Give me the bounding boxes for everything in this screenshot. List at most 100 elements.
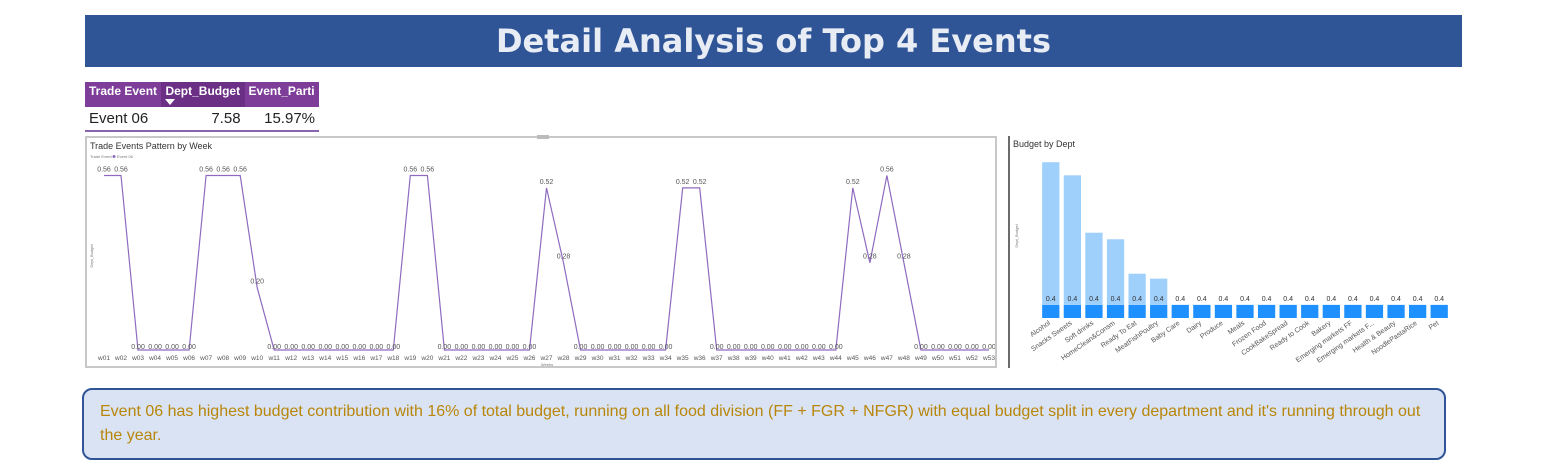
x-tick-label: w01 — [97, 355, 110, 362]
data-label: 0.00 — [523, 344, 537, 351]
data-label: 0.52 — [846, 179, 860, 186]
data-label: 0.52 — [540, 179, 554, 186]
bar-segment-base — [1085, 304, 1103, 318]
data-label: 0.4 — [1370, 296, 1380, 303]
bar-segment-base — [1301, 304, 1319, 318]
data-label: 0.00 — [642, 344, 656, 351]
data-label: 0.00 — [284, 344, 298, 351]
data-label: 0.4 — [1348, 296, 1358, 303]
x-tick-label: w21 — [437, 355, 450, 362]
data-label: 0.00 — [795, 344, 809, 351]
data-label: 0.00 — [267, 344, 281, 351]
x-tick-label: w36 — [693, 355, 706, 362]
data-label: 0.4 — [1175, 296, 1185, 303]
insight-note: Event 06 has highest budget contribution… — [82, 388, 1446, 460]
data-label: 0.4 — [1326, 296, 1336, 303]
x-tick-label: w19 — [403, 355, 416, 362]
data-label: 0.4 — [1283, 296, 1293, 303]
x-tick-label: w15 — [335, 355, 348, 362]
x-tick-label: w43 — [812, 355, 825, 362]
x-tick-label: w20 — [420, 355, 433, 362]
resize-handle[interactable] — [537, 135, 549, 139]
y-axis-label: Dept_Budget — [1014, 223, 1019, 247]
x-tick-label: w34 — [659, 355, 672, 362]
x-tick-label: w02 — [114, 355, 127, 362]
data-label: 0.00 — [131, 344, 145, 351]
x-tick-label: w09 — [233, 355, 246, 362]
data-label: 0.52 — [676, 179, 690, 186]
x-tick-label: w32 — [625, 355, 638, 362]
x-tick-label: w17 — [369, 355, 382, 362]
bar-segment-base — [1409, 304, 1427, 318]
series-line — [104, 174, 989, 351]
bar-segment-base — [1322, 304, 1340, 318]
column-header-trade-event[interactable]: Trade Event — [85, 82, 162, 107]
x-tick-label: w12 — [284, 355, 297, 362]
column-label: Dept_Budget — [165, 84, 241, 98]
x-tick-label: w52 — [965, 355, 978, 362]
data-label: 0.56 — [421, 166, 435, 173]
data-label: 0.4 — [1413, 296, 1423, 303]
data-label: 0.00 — [982, 344, 995, 351]
x-tick-label: w37 — [710, 355, 723, 362]
cell-event-parti: 15.97% — [244, 107, 319, 132]
x-tick-label: w26 — [523, 355, 536, 362]
data-label: 0.4 — [1068, 296, 1078, 303]
data-label: 0.00 — [761, 344, 775, 351]
column-header-dept-budget[interactable]: Dept_Budget — [161, 82, 245, 107]
x-tick-label: w25 — [505, 355, 518, 362]
x-tick-label: w45 — [846, 355, 859, 362]
x-tick-label: w22 — [454, 355, 467, 362]
column-label: Event_Parti — [248, 84, 315, 98]
bar-segment-base — [1150, 304, 1168, 318]
data-label: 0.56 — [199, 166, 213, 173]
line-chart-panel[interactable]: Trade Events Pattern by Week Trade Event… — [85, 135, 997, 368]
x-tick-label: w44 — [829, 355, 842, 362]
bar-segment-other — [1063, 175, 1081, 305]
data-label: 0.00 — [148, 344, 162, 351]
x-tick-label: w53 — [982, 355, 995, 362]
bar-segment-base — [1042, 304, 1060, 318]
data-label: 0.4 — [1391, 296, 1401, 303]
bar-segment-other — [1106, 239, 1125, 305]
data-label: 0.00 — [318, 344, 332, 351]
data-label: 0.4 — [1111, 296, 1121, 303]
x-tick-label: w35 — [676, 355, 689, 362]
data-label: 0.4 — [1132, 296, 1142, 303]
data-label: 0.00 — [369, 344, 383, 351]
bar-segment-base — [1193, 304, 1211, 318]
bar-segment-base — [1344, 304, 1362, 318]
bar-segment-base — [1214, 304, 1233, 318]
data-label: 0.4 — [1154, 296, 1164, 303]
x-tick-label: w33 — [642, 355, 655, 362]
bar-segment-other — [1150, 278, 1168, 305]
x-tick-label: w24 — [488, 355, 501, 362]
bar-segment-other — [1128, 273, 1146, 305]
data-label: 0.00 — [625, 344, 639, 351]
bar-chart-panel[interactable]: Budget by Dept Dept_Budget 0.4 Alcohol 0.4 S… — [1008, 136, 1448, 368]
x-tick-label: w05 — [165, 355, 178, 362]
y-axis-label: Dept_Budget — [89, 243, 94, 267]
data-label: 0.00 — [727, 344, 741, 351]
legend-title: Trade Event — [90, 154, 113, 159]
x-tick-label: w16 — [352, 355, 365, 362]
bar-segment-base — [1171, 304, 1189, 318]
sort-descending-icon — [165, 99, 176, 105]
x-tick-label: w08 — [216, 355, 229, 362]
table-row[interactable]: Event 06 7.58 15.97% — [85, 107, 319, 132]
data-label: 0.28 — [897, 254, 911, 261]
bar-segment-other — [1085, 232, 1103, 305]
data-label: 0.4 — [1305, 296, 1315, 303]
x-tick-label: w06 — [182, 355, 195, 362]
bar-segment-base — [1279, 304, 1297, 318]
data-label: 0.00 — [455, 344, 469, 351]
data-label: 0.56 — [233, 166, 247, 173]
x-tick-label: w51 — [948, 355, 961, 362]
x-tick-label: w38 — [727, 355, 740, 362]
x-tick-label: w42 — [795, 355, 808, 362]
column-header-event-parti[interactable]: Event_Parti — [244, 82, 319, 107]
bar-segment-base — [1387, 304, 1405, 318]
x-tick-label: Pet — [1428, 320, 1441, 332]
x-tick-label: w28 — [557, 355, 570, 362]
